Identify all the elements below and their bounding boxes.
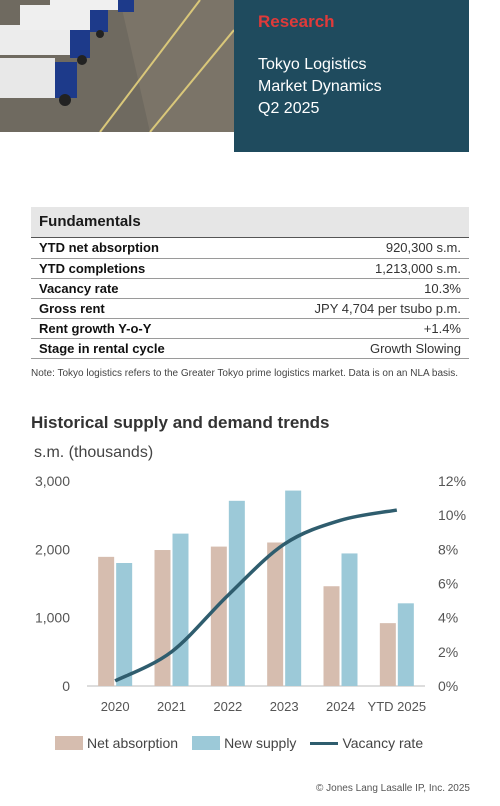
bar-net-absorption <box>379 623 396 686</box>
y2-tick-label: 4% <box>438 610 458 626</box>
row-key: YTD net absorption <box>39 240 159 255</box>
title-line: Tokyo Logistics <box>258 56 367 73</box>
table-row: Rent growth Y-o-Y +1.4% <box>31 318 469 338</box>
table-row: YTD completions 1,213,000 s.m. <box>31 258 469 278</box>
y-tick-label: 1,000 <box>35 610 70 626</box>
bar-net-absorption <box>323 586 340 686</box>
bar-net-absorption <box>98 556 115 686</box>
fundamentals-rows: YTD net absorption 920,300 s.m. YTD comp… <box>31 237 469 359</box>
row-value: +1.4% <box>423 321 461 336</box>
y-tick-label: 0 <box>62 678 70 694</box>
row-value: Growth Slowing <box>369 341 461 356</box>
legend-swatch <box>192 736 221 750</box>
legend-label: Net absorption <box>87 735 179 751</box>
x-tick-label: 2024 <box>326 699 355 714</box>
table-row: YTD net absorption 920,300 s.m. <box>31 238 469 258</box>
x-tick-label: 2020 <box>101 699 130 714</box>
x-tick-label: YTD 2025 <box>368 699 427 714</box>
row-value: 10.3% <box>424 281 461 296</box>
hero-banner: Research Tokyo Logistics Market Dynamics… <box>0 0 500 152</box>
bar-new-supply <box>172 533 189 686</box>
chart-unit-label: s.m. (thousands) <box>34 444 154 461</box>
bar-new-supply <box>116 563 133 686</box>
line-vacancy-rate <box>114 508 398 683</box>
bar-new-supply <box>397 603 414 686</box>
table-row: Vacancy rate 10.3% <box>31 278 469 298</box>
legend-label: New supply <box>224 735 297 751</box>
y-tick-label: 2,000 <box>35 541 70 557</box>
chart-title: Historical supply and demand trends <box>31 413 330 432</box>
row-key: Gross rent <box>39 301 105 316</box>
y2-tick-label: 6% <box>438 576 458 592</box>
x-tick-label: 2022 <box>213 699 242 714</box>
supply-demand-chart: 0 1,000 2,000 3,000 0% 2% 4% 6% 8% 10% 12% 2020 2021… <box>35 473 466 714</box>
table-row: Gross rent JPY 4,704 per tsubo p.m. <box>31 298 469 318</box>
legend-line-swatch <box>310 741 339 745</box>
bar-new-supply <box>341 553 358 686</box>
legend-item-new-supply: New supply <box>192 735 296 751</box>
table-row: Stage in rental cycle Growth Slowing <box>31 338 469 358</box>
bar-new-supply <box>285 490 302 686</box>
row-value: 920,300 s.m. <box>385 240 461 255</box>
hero-title-box: Research Tokyo Logistics Market Dynamics… <box>234 0 469 152</box>
title-line: Market Dynamics <box>258 78 382 95</box>
table-note: Note: Tokyo logistics refers to the Grea… <box>31 368 459 379</box>
bar-new-supply <box>228 500 245 686</box>
row-key: Rent growth Y-o-Y <box>39 321 152 336</box>
y2-tick-label: 0% <box>438 678 458 694</box>
row-key: YTD completions <box>39 261 146 276</box>
y-tick-label: 3,000 <box>35 473 70 489</box>
report-title: Tokyo Logistics Market Dynamics Q2 2025 <box>258 54 445 120</box>
legend-item-vacancy-rate: Vacancy rate <box>310 735 423 751</box>
row-key: Stage in rental cycle <box>39 341 165 356</box>
bar-net-absorption <box>154 550 171 686</box>
row-value: 1,213,000 s.m. <box>375 261 461 276</box>
chart-legend: Net absorption New supply Vacancy rate <box>55 735 437 751</box>
row-value: JPY 4,704 per tsubo p.m. <box>314 301 461 316</box>
report-label: Research <box>258 12 335 31</box>
row-key: Vacancy rate <box>39 281 119 296</box>
legend-label: Vacancy rate <box>342 735 424 751</box>
y2-tick-label: 8% <box>438 541 458 557</box>
y2-tick-label: 12% <box>438 473 466 489</box>
bar-net-absorption <box>267 542 284 686</box>
fundamentals-table: Fundamentals YTD net absorption 920,300 … <box>31 207 469 359</box>
y2-tick-label: 2% <box>438 644 458 660</box>
hero-photo-trucks <box>0 0 234 132</box>
copyright-notice: © Jones Lang Lasalle IP, Inc. 2025 <box>316 783 470 794</box>
bar-net-absorption <box>210 546 227 686</box>
title-line: Q2 2025 <box>258 100 320 117</box>
y2-tick-label: 10% <box>438 507 466 523</box>
legend-item-net-absorption: Net absorption <box>55 735 178 751</box>
x-tick-label: 2023 <box>270 699 299 714</box>
fundamentals-heading: Fundamentals <box>31 207 469 237</box>
x-tick-label: 2021 <box>157 699 186 714</box>
legend-swatch <box>55 736 83 750</box>
